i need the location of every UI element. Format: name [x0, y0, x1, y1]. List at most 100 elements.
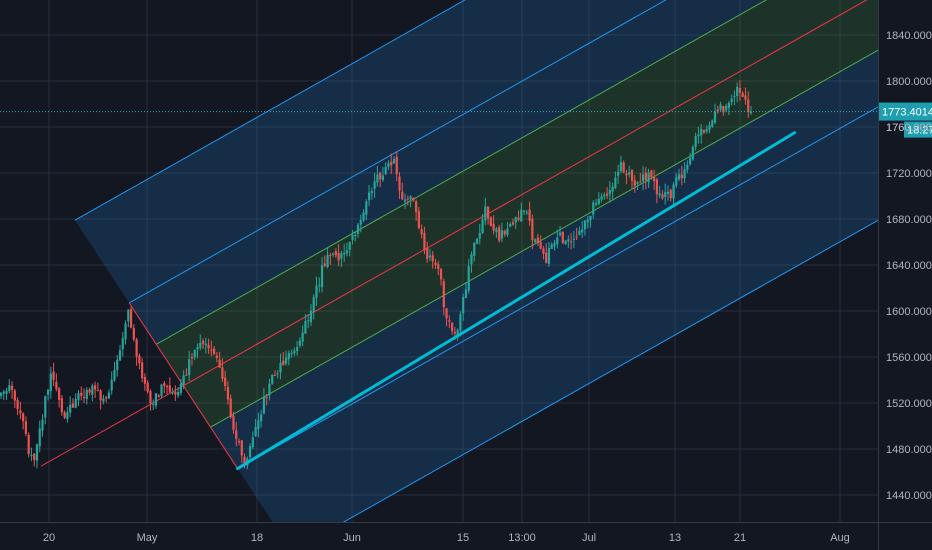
candle [475, 237, 479, 245]
candle [625, 170, 628, 185]
x-tick-label: Aug [830, 532, 850, 544]
y-tick-label: 1720.0000 [886, 168, 932, 180]
candle [276, 369, 279, 379]
candle [174, 385, 177, 402]
pitchfork-outer-lower-line [342, 219, 878, 522]
candle [132, 324, 135, 342]
candle [381, 166, 385, 182]
candle [240, 439, 243, 464]
candle [127, 308, 130, 328]
candle [237, 438, 241, 446]
candle [567, 235, 570, 248]
candle [398, 172, 401, 199]
last-price-overlay: 176 1773.4014 18:27 [0, 102, 932, 138]
candle [716, 105, 719, 114]
candle [182, 369, 185, 390]
candle [157, 393, 160, 398]
candle [741, 91, 744, 98]
candle [287, 350, 290, 366]
candle [727, 101, 730, 115]
candle [323, 255, 326, 268]
candle [326, 247, 329, 269]
candle [708, 121, 711, 134]
candle [107, 389, 111, 400]
pitchfork-band-inner-top [156, 0, 867, 386]
candle [409, 195, 412, 208]
candle [254, 418, 257, 438]
candle [257, 412, 260, 438]
candle [517, 210, 520, 222]
trendline [236, 131, 797, 471]
candle [550, 242, 553, 249]
x-tick-label: Jul [582, 532, 596, 544]
candle [592, 200, 595, 219]
candle [138, 353, 141, 370]
candle [273, 370, 277, 377]
candle [320, 257, 324, 293]
candle [359, 214, 362, 233]
candle [689, 152, 692, 166]
candle [154, 392, 158, 409]
candle [597, 192, 600, 206]
candle [390, 153, 393, 174]
candle [345, 242, 349, 257]
candle [666, 185, 670, 201]
x-tick-label: 15 [457, 532, 469, 544]
candle [52, 362, 55, 387]
candle [152, 399, 155, 411]
candle [165, 384, 169, 395]
candle [71, 398, 75, 408]
candle [713, 103, 717, 125]
candle [329, 252, 332, 265]
candle [365, 199, 368, 221]
candle [495, 226, 498, 239]
candle [149, 389, 152, 411]
candle [426, 241, 429, 263]
candle [589, 215, 592, 228]
candle [420, 224, 423, 239]
candle [445, 307, 448, 327]
y-tick-label: 1520.0000 [886, 398, 932, 410]
candle [653, 169, 656, 190]
candle [367, 184, 371, 206]
candle [531, 214, 534, 250]
candle [24, 416, 28, 437]
candle [226, 381, 230, 405]
candle [395, 151, 398, 182]
candle [44, 395, 47, 425]
candle [536, 233, 540, 247]
y-tick-label: 1440.0000 [886, 490, 932, 502]
x-tick-label: Jun [343, 532, 361, 544]
candle [282, 352, 285, 366]
candle [221, 358, 224, 383]
trendline-drawing[interactable] [236, 131, 797, 471]
candle [232, 411, 235, 434]
candle [439, 267, 443, 286]
candle [110, 371, 113, 395]
candle [5, 387, 8, 401]
candle [462, 293, 465, 321]
candle [498, 224, 501, 243]
countdown-value: 18:27 [907, 125, 932, 137]
candle [46, 389, 50, 401]
candle [603, 192, 606, 200]
candle [464, 281, 468, 299]
candle [628, 165, 631, 178]
candle [0, 392, 3, 400]
candle [129, 306, 133, 329]
candle [694, 132, 697, 151]
pitchfork-band-top [129, 0, 767, 345]
x-tick-label: 18 [251, 532, 263, 544]
candle [304, 313, 307, 334]
candle [27, 432, 30, 458]
candle [520, 202, 523, 222]
candle [33, 453, 36, 467]
x-tick-label: 20 [43, 532, 55, 544]
candle [511, 218, 515, 226]
candle [91, 383, 94, 402]
candle [218, 351, 221, 369]
pitchfork-drawing[interactable] [40, 0, 932, 550]
candle [437, 260, 440, 276]
